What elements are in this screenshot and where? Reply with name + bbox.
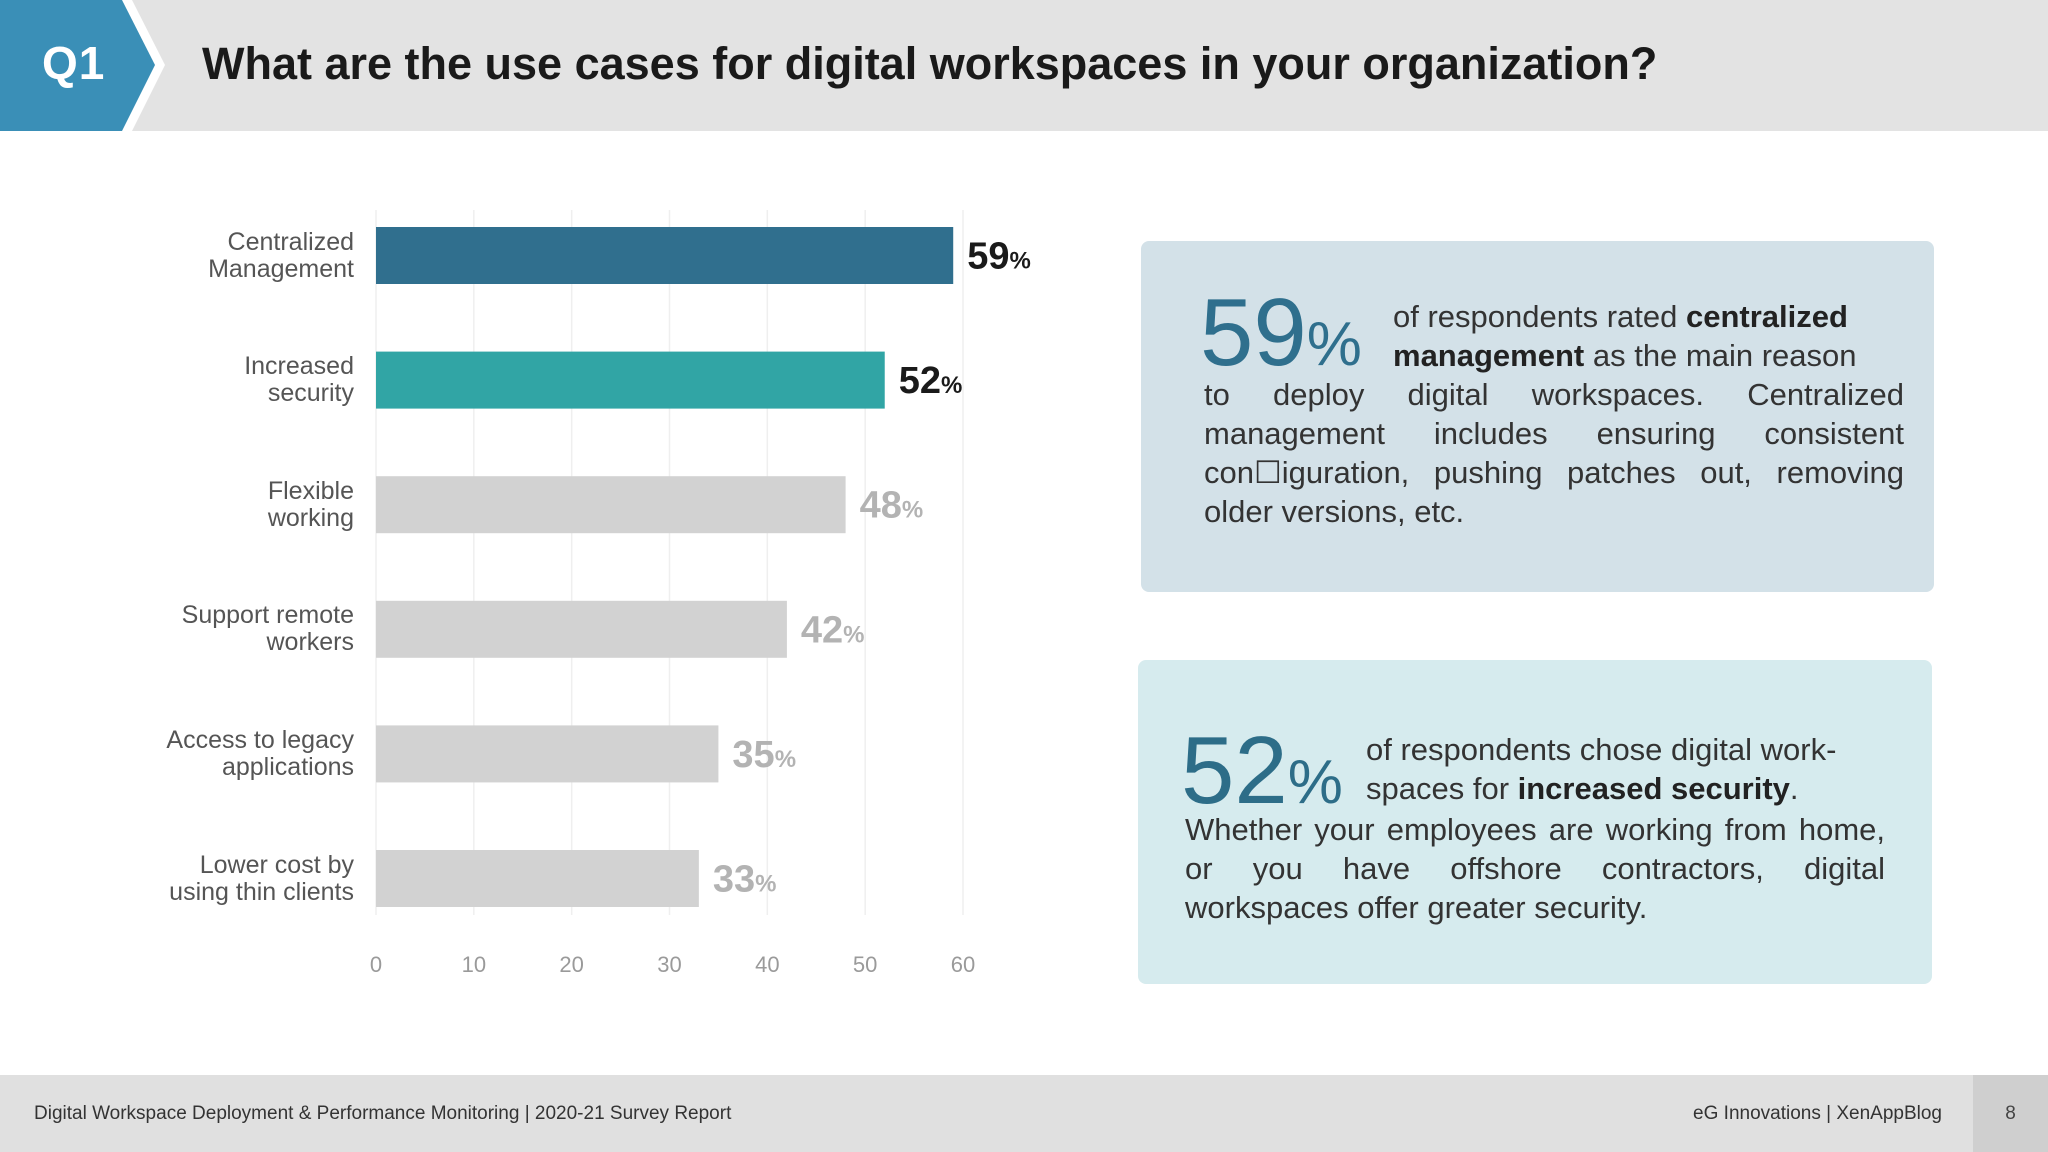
category-label: Flexible working bbox=[267, 476, 354, 532]
lead-text-end: . bbox=[1789, 771, 1799, 806]
badge-arrow-shape bbox=[0, 0, 165, 131]
callout-big-number: 52% bbox=[1181, 723, 1343, 831]
x-tick-label: 50 bbox=[853, 952, 877, 977]
x-tick-label: 40 bbox=[755, 952, 779, 977]
page-number-box: 8 bbox=[1973, 1075, 2048, 1152]
bar bbox=[376, 351, 885, 409]
callout-number-percent: % bbox=[1306, 310, 1362, 379]
publisher-credits: eG Innovations | XenAppBlog bbox=[1693, 1103, 1942, 1124]
report-title: Digital Workspace Deployment & Performan… bbox=[34, 1103, 732, 1124]
header-bar: Q1 What are the use cases for digital wo… bbox=[0, 0, 2048, 131]
callout-centralized-management: 59% of respondents rated centralized man… bbox=[1141, 241, 1934, 592]
category-label: Support remote workers bbox=[181, 601, 354, 657]
callout-number-value: 52 bbox=[1181, 717, 1288, 824]
x-tick-label: 60 bbox=[951, 952, 975, 977]
callout-increased-security: 52% of respondents chose digital work-sp… bbox=[1138, 660, 1932, 984]
callout-body-text: to deploy digital workspaces. Centralize… bbox=[1204, 377, 1904, 529]
bar bbox=[376, 227, 954, 284]
lead-text-bold: centralized management bbox=[1393, 299, 1848, 373]
page-title: What are the use cases for digital works… bbox=[202, 38, 1658, 89]
page-number: 8 bbox=[2005, 1103, 2016, 1124]
footer-bar: Digital Workspace Deployment & Performan… bbox=[0, 1075, 2048, 1152]
callout-body-text: Whether your employees are working from … bbox=[1185, 812, 1885, 925]
bar-value-label: 33% bbox=[713, 859, 777, 901]
bar bbox=[376, 600, 787, 658]
lead-text-start: of respondents chose digital work-spaces… bbox=[1366, 732, 1837, 806]
category-label: Increased security bbox=[244, 352, 354, 408]
x-tick-label: 0 bbox=[370, 952, 382, 977]
category-label: Centralized Management bbox=[208, 227, 354, 283]
bar bbox=[376, 725, 719, 783]
callout-number-value: 59 bbox=[1200, 279, 1307, 386]
lead-text-start: of respondents rated bbox=[1393, 299, 1686, 334]
bar-value-label: 48% bbox=[860, 485, 924, 527]
x-tick-label: 10 bbox=[462, 952, 486, 977]
callout-big-number: 59% bbox=[1200, 285, 1362, 393]
bar-value-label: 52% bbox=[899, 360, 963, 402]
bar-value-label: 59% bbox=[967, 236, 1031, 278]
lead-text-bold: increased security bbox=[1517, 771, 1790, 806]
callout-number-percent: % bbox=[1287, 748, 1343, 817]
question-number: Q1 bbox=[42, 37, 106, 89]
callout-lead-text: of respondents rated centralized managem… bbox=[1393, 297, 1905, 375]
bar bbox=[376, 850, 699, 907]
bar bbox=[376, 476, 846, 534]
bar-value-label: 35% bbox=[732, 734, 796, 776]
x-tick-label: 30 bbox=[657, 952, 681, 977]
question-badge: Q1 bbox=[0, 0, 165, 131]
lead-text-end: as the main reason bbox=[1584, 338, 1857, 373]
category-label: Access to legacy applications bbox=[166, 725, 354, 781]
callout-lead-text: of respondents chose digital work-spaces… bbox=[1366, 730, 1906, 808]
bar-value-label: 42% bbox=[801, 609, 865, 651]
category-label: Lower cost by using thin clients bbox=[169, 850, 354, 906]
x-tick-label: 20 bbox=[559, 952, 583, 977]
